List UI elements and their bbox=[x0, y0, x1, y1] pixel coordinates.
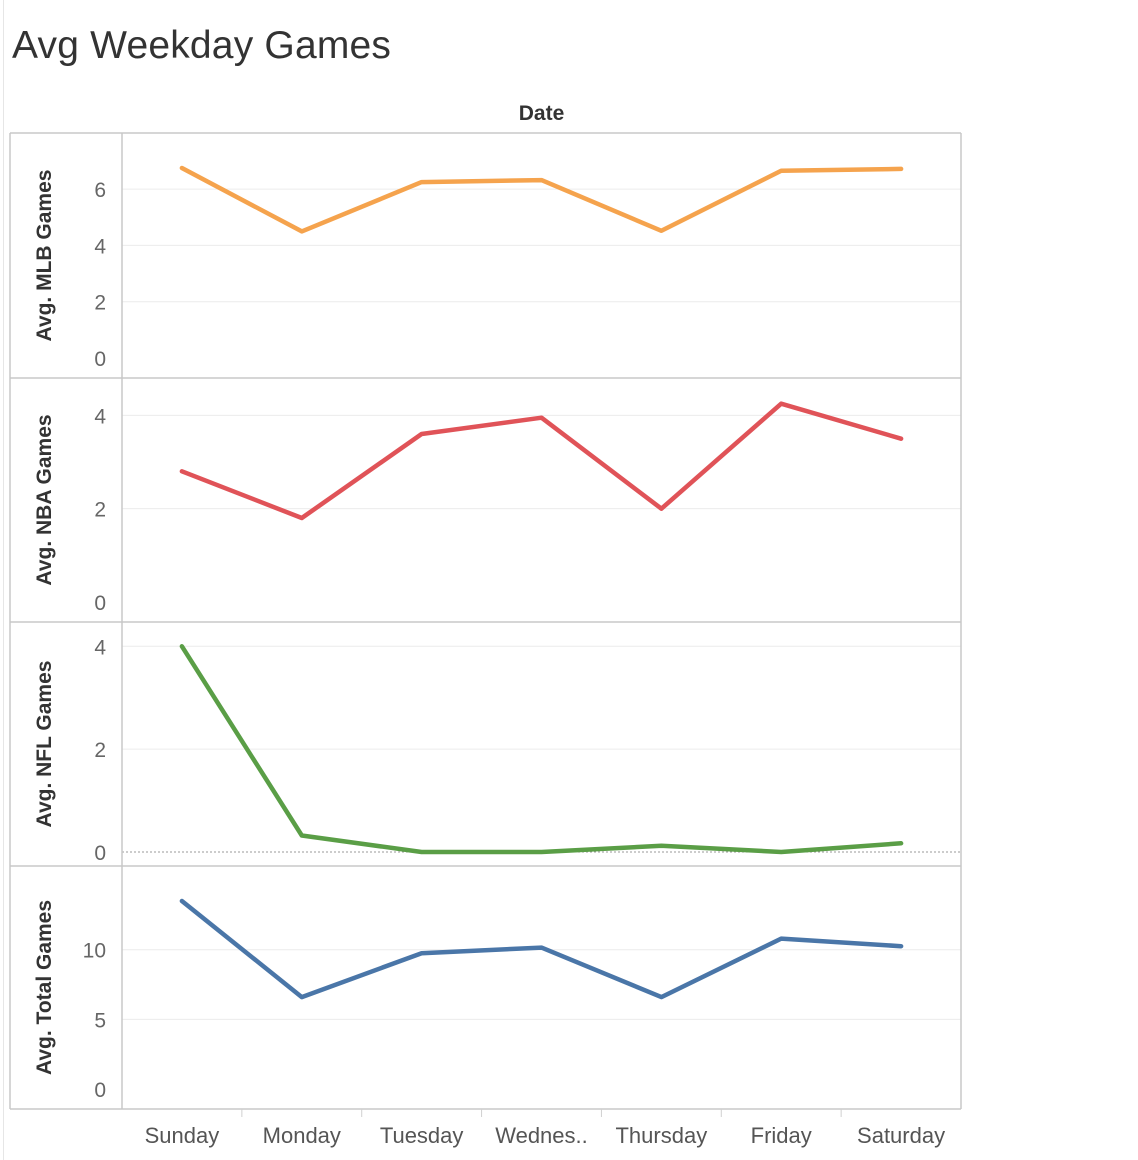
y-tick-label: 0 bbox=[94, 842, 106, 865]
series-line bbox=[179, 165, 904, 234]
y-tick-label: 2 bbox=[94, 292, 106, 315]
series-line bbox=[179, 401, 904, 521]
column-header: Date bbox=[519, 102, 565, 125]
x-tick-label: Thursday bbox=[615, 1123, 707, 1148]
y-tick-label: 0 bbox=[94, 592, 106, 615]
left-edge-rule bbox=[3, 0, 4, 1160]
y-tick-label: 4 bbox=[94, 235, 106, 258]
y-axis-title: Avg. Total Games bbox=[33, 900, 56, 1075]
x-tick-label: Wednes.. bbox=[495, 1123, 588, 1148]
x-tick-label: Saturday bbox=[857, 1123, 945, 1148]
chart-title: Avg Weekday Games bbox=[12, 24, 392, 67]
y-tick-label: 0 bbox=[94, 1079, 106, 1102]
y-tick-label: 10 bbox=[83, 940, 106, 963]
series-line bbox=[179, 644, 904, 855]
y-tick-label: 5 bbox=[94, 1009, 106, 1032]
series-line bbox=[179, 898, 904, 1000]
y-tick-label: 2 bbox=[94, 739, 106, 762]
x-tick-label: Tuesday bbox=[380, 1123, 464, 1148]
y-tick-label: 6 bbox=[94, 179, 106, 202]
x-tick-label: Sunday bbox=[145, 1123, 220, 1148]
x-tick-label: Friday bbox=[751, 1123, 812, 1148]
x-tick-label: Monday bbox=[263, 1123, 341, 1148]
y-axis-title: Avg. NBA Games bbox=[33, 414, 56, 585]
y-tick-label: 2 bbox=[94, 499, 106, 522]
y-tick-label: 4 bbox=[94, 636, 106, 659]
y-tick-label: 0 bbox=[94, 348, 106, 371]
y-axis-title: Avg. MLB Games bbox=[33, 170, 56, 342]
y-tick-label: 4 bbox=[94, 405, 106, 428]
y-axis-title: Avg. NFL Games bbox=[33, 661, 56, 828]
